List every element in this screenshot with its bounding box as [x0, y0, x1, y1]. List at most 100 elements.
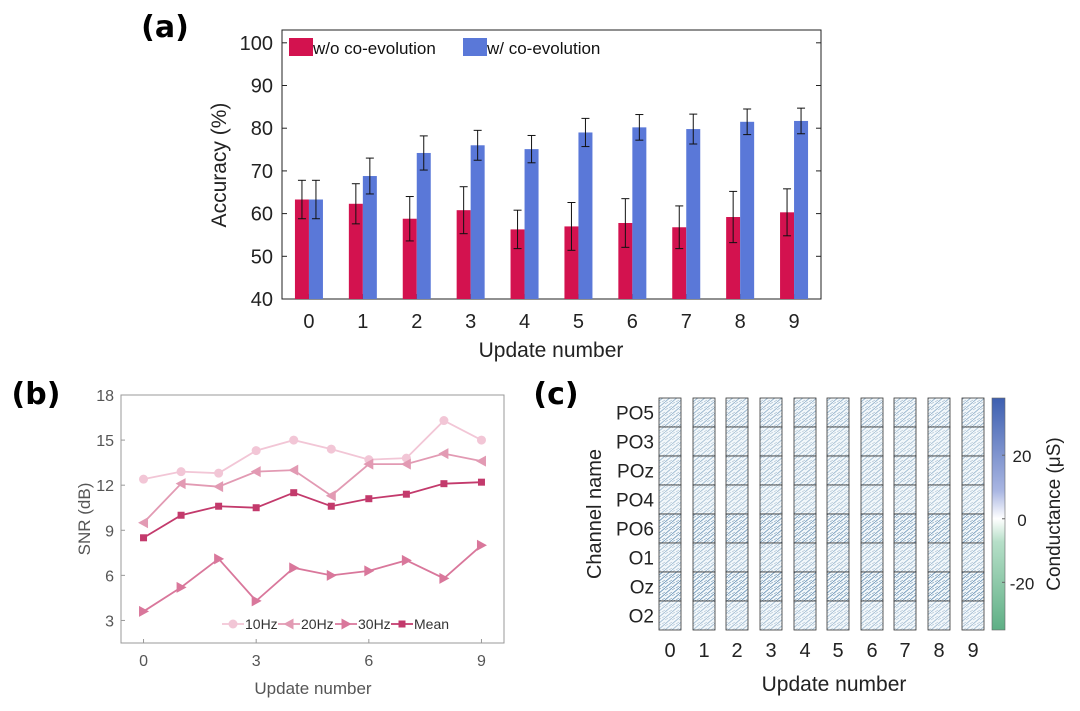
data-point-10hz	[139, 474, 149, 484]
heatmap-cell	[658, 426, 682, 457]
y-tick-label: 6	[105, 568, 114, 585]
bar-with-coevolution	[578, 132, 593, 299]
heatmap-cell	[826, 571, 850, 602]
data-point-20hz	[175, 478, 186, 490]
data-point-20hz	[250, 466, 261, 478]
heatmap-cell	[860, 571, 884, 602]
bar-without-coevolution	[402, 218, 417, 299]
colorbar-title: Conductance (μS)	[1044, 437, 1065, 591]
data-point-30hz	[476, 539, 487, 551]
heatmap-cell	[725, 600, 749, 631]
series-line-20hz	[142, 452, 482, 524]
data-point-10hz	[476, 435, 486, 445]
x-tick-label: 9	[967, 640, 978, 662]
heatmap-cell	[961, 542, 985, 573]
legend-marker-10hz	[228, 619, 238, 629]
panel-c-heatmap: (c)0 1 2 3 4 5 6 7 8 9PO5PO3POzPO4PO6O1OzO2Update…	[533, 377, 1065, 696]
heatmap-cell	[893, 600, 917, 631]
heatmap-cell	[793, 455, 817, 486]
heatmap-cell	[961, 571, 985, 602]
series-line-10hz	[143, 419, 482, 481]
y-tick-label: 18	[96, 388, 114, 405]
heatmap-cell	[658, 542, 682, 573]
heatmap-cell	[793, 484, 817, 515]
y-tick-label: 80	[251, 118, 273, 140]
heatmap-cell	[927, 397, 951, 428]
heatmap-cell	[961, 600, 985, 631]
x-tick-label: 1	[698, 640, 709, 662]
y-tick-label: 3	[105, 613, 114, 630]
data-point-10hz	[289, 435, 299, 445]
bar-with-coevolution	[362, 176, 377, 299]
x-tick-label: 1	[357, 311, 368, 333]
series-line-mean	[143, 481, 482, 539]
heatmap-cell	[725, 455, 749, 486]
x-tick-label: 4	[519, 311, 530, 333]
data-point-mean	[140, 534, 148, 542]
panel-a-label: (a)	[141, 10, 189, 45]
heatmap-cell	[860, 484, 884, 515]
y-tick-label: 90	[251, 76, 273, 98]
heatmap-cell	[658, 455, 682, 486]
data-point-10hz	[214, 468, 224, 478]
heatmap-cell	[893, 426, 917, 457]
heatmap-cell	[826, 513, 850, 544]
plot-frame	[120, 394, 505, 644]
bar-without-coevolution	[456, 210, 471, 299]
bar-with-coevolution	[686, 129, 701, 299]
heatmap-cell	[860, 600, 884, 631]
data-point-10hz	[326, 444, 336, 454]
heatmap-cell	[793, 513, 817, 544]
legend-label-20hz: 20Hz	[301, 616, 334, 632]
legend-marker-30hz	[341, 618, 352, 630]
heatmap-cell	[961, 426, 985, 457]
x-tick-label: 6	[866, 640, 877, 662]
bar-with-coevolution	[632, 127, 647, 299]
x-tick-label: 5	[832, 640, 843, 662]
data-point-20hz	[400, 458, 411, 470]
bar-with-coevolution	[308, 199, 323, 299]
x-tick-label: 6	[627, 311, 638, 333]
data-point-mean	[252, 504, 260, 512]
legend-label-without: w/o co-evolution	[312, 39, 436, 58]
channel-label: PO6	[616, 520, 654, 541]
plot-frame	[281, 29, 822, 300]
heatmap-cell	[927, 513, 951, 544]
heatmap-cell	[860, 455, 884, 486]
x-tick-label: 7	[899, 640, 910, 662]
x-tick-label: 3	[765, 640, 776, 662]
data-point-20hz	[475, 455, 486, 467]
x-tick-label: 9	[477, 653, 486, 670]
data-point-10hz	[176, 467, 186, 477]
x-tick-label: 5	[573, 311, 584, 333]
heatmap-cell	[692, 513, 716, 544]
heatmap-cell	[759, 455, 783, 486]
bar-without-coevolution	[294, 199, 309, 299]
heatmap-cell	[860, 542, 884, 573]
x-tick-label: 0	[664, 640, 675, 662]
heatmap-cell	[759, 542, 783, 573]
heatmap-cell	[927, 542, 951, 573]
y-axis-title: Accuracy (%)	[208, 103, 231, 228]
y-tick-label: 9	[105, 523, 114, 540]
data-point-30hz	[289, 562, 300, 574]
data-point-30hz	[214, 553, 225, 565]
legend-label-with: w/ co-evolution	[486, 39, 600, 58]
data-point-mean	[215, 502, 223, 510]
data-point-30hz	[364, 565, 375, 577]
legend-label-mean: Mean	[414, 616, 449, 632]
heatmap-cell	[759, 600, 783, 631]
data-point-10hz	[251, 446, 261, 456]
heatmap-cell	[961, 397, 985, 428]
data-point-30hz	[326, 569, 337, 581]
heatmap-cell	[826, 397, 850, 428]
x-axis-title: Update number	[479, 339, 624, 362]
data-point-20hz	[288, 464, 299, 476]
heatmap-cell	[793, 600, 817, 631]
heatmap-cell	[961, 484, 985, 515]
data-point-20hz	[138, 517, 149, 529]
x-tick-label: 3	[465, 311, 476, 333]
legend-marker-20hz	[283, 618, 294, 630]
series-line-30hz	[143, 544, 483, 613]
legend-swatch-with	[463, 38, 487, 56]
